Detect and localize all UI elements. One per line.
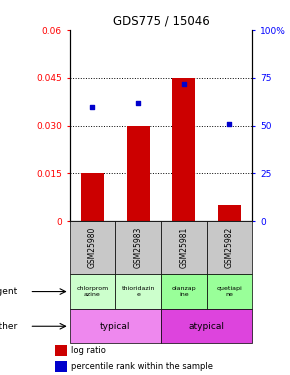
- Point: [136, 100, 140, 106]
- Title: GDS775 / 15046: GDS775 / 15046: [113, 15, 209, 27]
- Bar: [218, 206, 241, 221]
- Text: other: other: [0, 322, 17, 331]
- Point: [90, 104, 95, 110]
- Text: GSM25981: GSM25981: [179, 227, 188, 268]
- Bar: [206, 221, 252, 274]
- Text: quetiapi
ne: quetiapi ne: [217, 286, 242, 297]
- Bar: [55, 345, 67, 356]
- Text: GSM25980: GSM25980: [88, 227, 97, 268]
- Bar: [161, 309, 252, 343]
- Bar: [161, 274, 206, 309]
- Bar: [70, 309, 161, 343]
- Text: chlorprom
azine: chlorprom azine: [76, 286, 108, 297]
- Text: olanzap
ine: olanzap ine: [171, 286, 196, 297]
- Text: GSM25983: GSM25983: [134, 227, 143, 268]
- Text: log ratio: log ratio: [71, 346, 106, 355]
- Bar: [55, 361, 67, 372]
- Text: thioridazin
e: thioridazin e: [122, 286, 155, 297]
- Bar: [115, 274, 161, 309]
- Point: [227, 121, 232, 127]
- Text: atypical: atypical: [188, 322, 225, 331]
- Bar: [81, 173, 104, 221]
- Bar: [115, 221, 161, 274]
- Bar: [70, 221, 115, 274]
- Text: percentile rank within the sample: percentile rank within the sample: [71, 362, 213, 371]
- Bar: [206, 274, 252, 309]
- Text: typical: typical: [100, 322, 130, 331]
- Point: [182, 81, 186, 87]
- Bar: [161, 221, 206, 274]
- Bar: [172, 78, 195, 221]
- Text: agent: agent: [0, 287, 17, 296]
- Bar: [127, 126, 150, 221]
- Bar: [70, 274, 115, 309]
- Text: GSM25982: GSM25982: [225, 227, 234, 268]
